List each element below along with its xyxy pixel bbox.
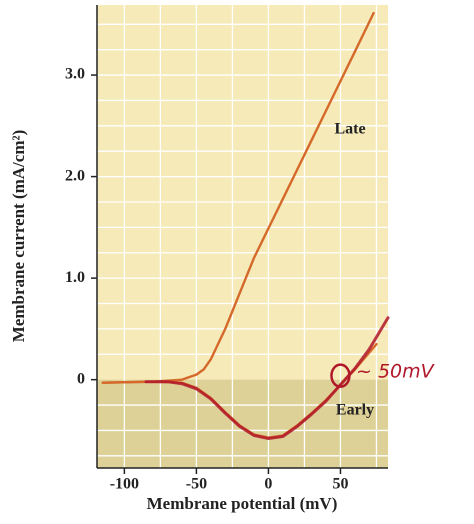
ink-stroke xyxy=(144,316,390,441)
x-tick-label: 0 xyxy=(264,476,272,493)
x-tick-label: 50 xyxy=(332,476,348,493)
curve-label: Late xyxy=(334,121,365,138)
y-tick-label: 2.0 xyxy=(65,167,85,184)
y-axis-label: Membrane current (mA/cm²) xyxy=(9,130,28,342)
y-tick-label: 1.0 xyxy=(65,269,85,286)
x-tick-label: -50 xyxy=(186,476,207,493)
x-tick-label: -100 xyxy=(110,476,139,493)
ink-circle xyxy=(330,363,351,388)
y-tick-label: 0 xyxy=(77,370,85,387)
curve-label: Early xyxy=(336,402,374,419)
line xyxy=(101,11,375,384)
y-tick-label: 3.0 xyxy=(65,66,85,83)
annotation: ~ 50mV xyxy=(356,361,436,383)
x-axis-label: Membrane potential (mV) xyxy=(147,494,338,513)
negative-band xyxy=(97,379,388,468)
